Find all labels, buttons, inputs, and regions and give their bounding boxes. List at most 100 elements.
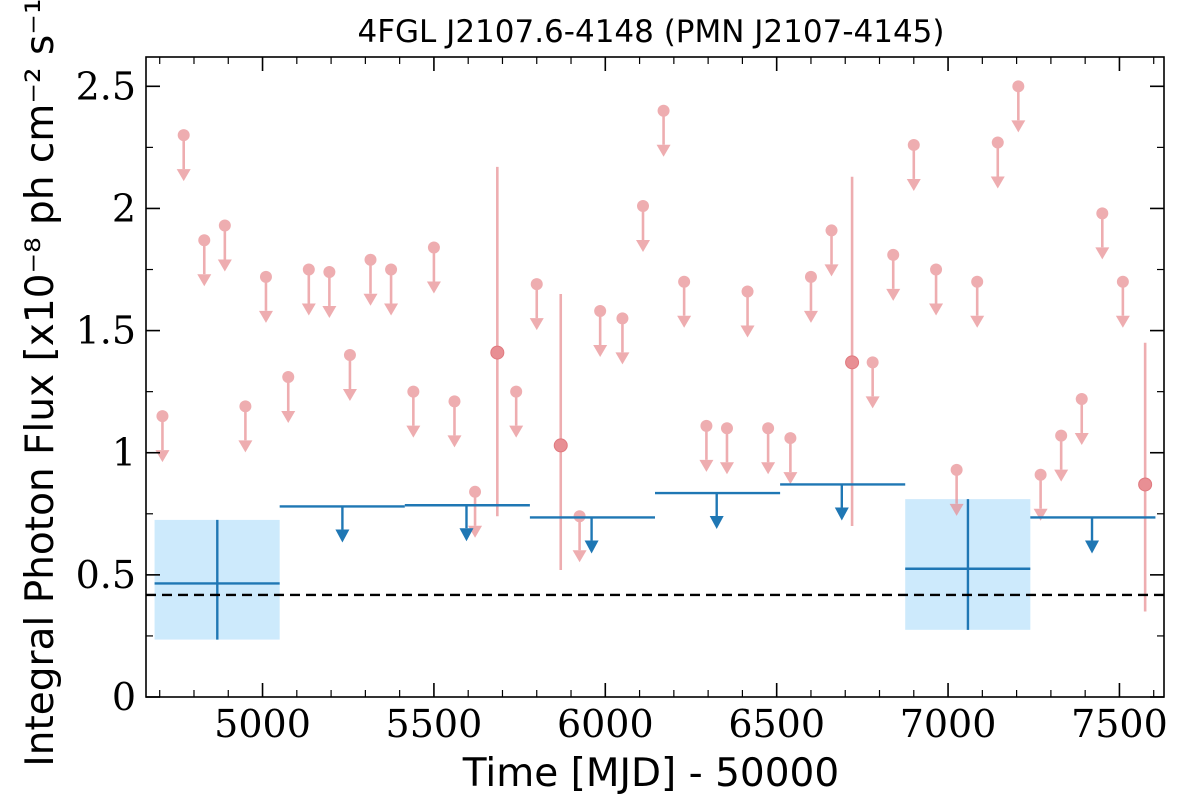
short-bin-upper-limit [238,400,253,453]
short-bin-upper-limit [990,136,1005,189]
upper-limit-arrowhead [363,293,378,306]
upper-limit-arrowhead [1115,315,1130,328]
upper-limit-marker [407,385,420,398]
y-tick-label: 0.5 [76,553,136,597]
upper-limit-arrowhead [783,472,798,485]
x-tick-label: 7000 [900,702,997,746]
upper-limit-marker [323,265,336,278]
short-bin-upper-limit [929,263,944,316]
upper-limit-arrowhead [572,550,587,563]
upper-limit-arrowhead [1054,469,1069,482]
upper-limit-marker [1055,429,1068,442]
upper-limit-arrowhead [929,303,944,316]
short-bin-upper-limit [529,278,544,331]
upper-limit-marker [530,278,543,291]
upper-limit-arrowhead [406,425,421,438]
short-bin-upper-limit [281,371,296,423]
x-tick-label: 7500 [1071,702,1168,746]
upper-limit-marker [637,200,650,213]
upper-limit-arrowhead [426,281,441,294]
short-bin-upper-limit [1074,392,1089,445]
short-bin-detection [1138,342,1153,612]
upper-limit-marker [720,422,733,435]
upper-limit-marker [741,285,754,298]
x-tick-label: 5000 [214,702,311,746]
short-bin-upper-limit [384,263,399,316]
x-tick-label: 6000 [557,702,654,746]
upper-limit-marker [218,219,231,232]
short-bin-upper-limit [656,104,671,157]
upper-limit-arrowhead [342,389,357,402]
short-bin-upper-limit [1095,207,1110,260]
upper-limit-marker [198,234,211,247]
upper-limit-marker [239,400,252,413]
long-bin-upper-limit-arrowhead [584,540,599,554]
short-bin-upper-limit [197,234,212,287]
upper-limit-arrowhead [824,264,839,277]
short-bin-upper-limit [824,224,839,277]
upper-limit-marker [343,349,356,362]
upper-limit-arrowhead [384,303,399,316]
upper-limit-arrowhead [509,425,524,438]
upper-limit-arrowhead [990,176,1005,189]
short-bin-upper-limit [677,275,692,328]
upper-limit-marker [930,263,943,276]
upper-limit-marker [700,419,713,432]
y-tick-label: 2 [112,186,136,230]
plot-area: 5000 5500 6000 6500 7000 7500 0 0.5 1 1.5 2 2.5 [76,56,1168,746]
y-axis-label: Integral Photon Flux [x10⁻⁸ ph cm⁻² s⁻¹] [18,0,63,767]
short-bin-upper-limit [363,253,378,306]
upper-limit-marker [1012,80,1025,93]
axes-frame [145,56,1165,698]
upper-limit-marker [991,136,1004,149]
x-axis-label: Time [MJD] - 50000 [462,751,839,796]
y-tick-label: 1 [112,431,136,475]
upper-limit-marker [364,253,377,266]
short-bin-upper-limit [342,349,357,402]
short-bin-upper-limit [865,356,880,409]
x-tick-label: 5500 [386,702,483,746]
upper-limit-arrowhead [803,310,818,323]
short-bin-upper-limit [1033,468,1048,521]
short-bin-upper-limit [636,200,651,253]
upper-limit-arrowhead [761,462,776,475]
long-bin-upper-limit-arrowhead [709,516,724,530]
short-bin-upper-limit [970,275,985,328]
short-bin-upper-limit [906,138,921,191]
short-bin-upper-limit [572,510,587,563]
short-bin-upper-limit [886,248,901,301]
short-bin-upper-limit [426,241,441,294]
upper-limit-arrowhead [197,274,212,287]
upper-limit-marker [1075,392,1088,405]
short-bin-detection [490,166,505,517]
upper-limit-marker [950,463,963,476]
upper-limit-marker [177,129,190,142]
long-bin-upper-limit-arrowhead [335,529,350,543]
short-bin-upper-limit [217,219,232,272]
upper-limit-marker [971,275,984,288]
short-bin-upper-limit [761,422,776,475]
upper-limit-marker [469,485,482,498]
upper-limit-marker [385,263,398,276]
detection-marker [845,355,860,370]
short-bin-upper-limit [301,263,316,316]
short-bin-upper-limit [1054,429,1069,482]
short-bin-upper-limit [447,395,462,448]
y-tick-label: 0 [112,675,136,719]
short-bin-upper-limit [258,270,273,323]
detection-marker [553,438,568,453]
upper-limit-marker [1116,275,1129,288]
upper-limit-marker [784,432,797,445]
upper-limit-arrowhead [281,411,296,423]
short-bin-upper-limit [1115,275,1130,328]
detection-marker [490,345,505,360]
upper-limit-marker [448,395,461,408]
x-tick-label: 6500 [728,702,825,746]
upper-limit-arrowhead [1033,508,1048,521]
upper-limit-arrowhead [155,450,170,463]
short-bin-upper-limit [406,385,421,438]
long-bin-upper-limit-arrowhead [834,507,849,521]
upper-limit-arrowhead [865,396,880,409]
upper-limit-arrowhead [615,352,630,365]
